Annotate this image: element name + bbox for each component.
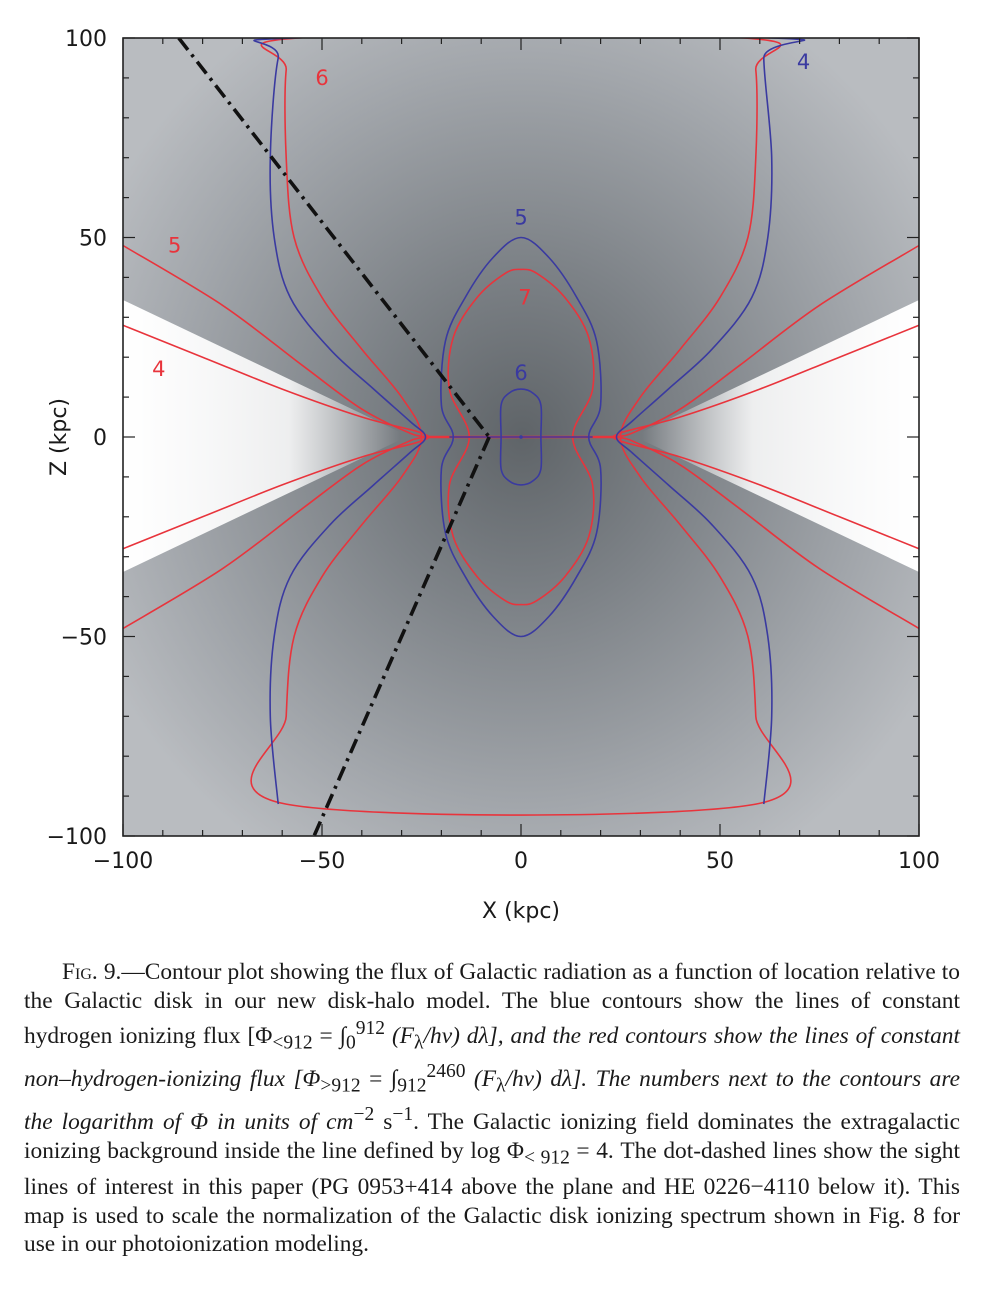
blue-contour-6: [499, 388, 543, 486]
figure-caption: Fig. 9.—Contour plot showing the flux of…: [24, 958, 960, 1259]
sightline: [312, 436, 491, 836]
caption-text: /hν) dλ], and the red contours show the …: [24, 1022, 960, 1093]
y-tick-label: −100: [47, 825, 107, 850]
caption-text: = ∫: [312, 1022, 347, 1049]
contour-labels: 6 7 5 4 4 5 6: [152, 50, 810, 385]
plot-area: [123, 38, 919, 836]
caption-text: (F: [465, 1066, 496, 1093]
blue-contours: [253, 38, 806, 805]
axis-ticks: −100 −50 0 50 100 −100 −50 0 50 100: [47, 27, 940, 874]
contour-plot-figure: −100 −50 0 50 100 −100 −50 0 50 100 6 7 5 4 4 5 6 X (kp…: [47, 27, 940, 924]
caption-text: = 4. The dot-dashed lines show the sight…: [24, 1137, 960, 1258]
caption-sup: 2460: [426, 1061, 466, 1083]
sightlines: [177, 38, 491, 836]
red-contour-label: 7: [518, 285, 531, 309]
caption-sub: <912: [272, 1032, 313, 1054]
low-flux-wedge-left: [123, 300, 400, 572]
red-contour-4: [612, 324, 919, 550]
caption-text: s: [374, 1109, 393, 1136]
caption-text: = ∫: [360, 1066, 398, 1093]
blue-contour-5: [440, 236, 602, 638]
y-tick-label: 0: [93, 426, 107, 451]
blue-contour-label: 6: [514, 361, 527, 385]
galactic-center-dot: [519, 435, 523, 439]
caption-sub: λ: [496, 1075, 506, 1097]
caption-text: . The Galactic ionizing field dominates …: [24, 1109, 960, 1164]
caption-sup: −1: [392, 1104, 414, 1126]
y-axis-label: Z (kpc): [47, 398, 72, 476]
y-tick-label: 50: [79, 227, 107, 252]
red-contour-label: 5: [168, 233, 181, 257]
low-flux-wedge-right: [642, 300, 919, 572]
x-tick-label: −100: [93, 849, 153, 874]
caption-sup: −2: [353, 1104, 375, 1126]
red-contour-label: 6: [315, 66, 328, 90]
y-tick-label: 100: [65, 27, 107, 52]
caption-sub: λ: [414, 1032, 424, 1054]
caption-sub: >912: [320, 1075, 361, 1097]
x-tick-label: 100: [898, 849, 940, 874]
x-tick-label: 50: [706, 849, 734, 874]
caption-text: —Contour plot showing the flux of Galact…: [24, 959, 960, 1049]
caption-sub: 0: [346, 1032, 356, 1054]
blue-contour-4: [253, 38, 806, 805]
red-contour-4: [123, 324, 430, 550]
caption-sub: 912: [397, 1075, 427, 1097]
y-tick-label: −50: [61, 626, 107, 651]
red-contour-label: 4: [152, 357, 165, 381]
x-axis-label: X (kpc): [482, 899, 560, 924]
caption-text: (F: [385, 1022, 415, 1049]
blue-contour-label: 4: [797, 50, 810, 74]
caption-fig-number: 9.: [97, 959, 122, 985]
caption-sub: < 912: [523, 1147, 570, 1169]
caption-sup: 912: [355, 1018, 386, 1040]
x-tick-label: 0: [514, 849, 528, 874]
sightline: [177, 38, 491, 439]
caption-fig-label: Fig.: [62, 959, 98, 985]
x-tick-label: −50: [299, 849, 345, 874]
caption-text: /hν) dλ]. The numbers next to the contou…: [24, 1066, 960, 1136]
blue-contour-label: 5: [514, 206, 527, 230]
red-contour-6: [250, 38, 792, 816]
